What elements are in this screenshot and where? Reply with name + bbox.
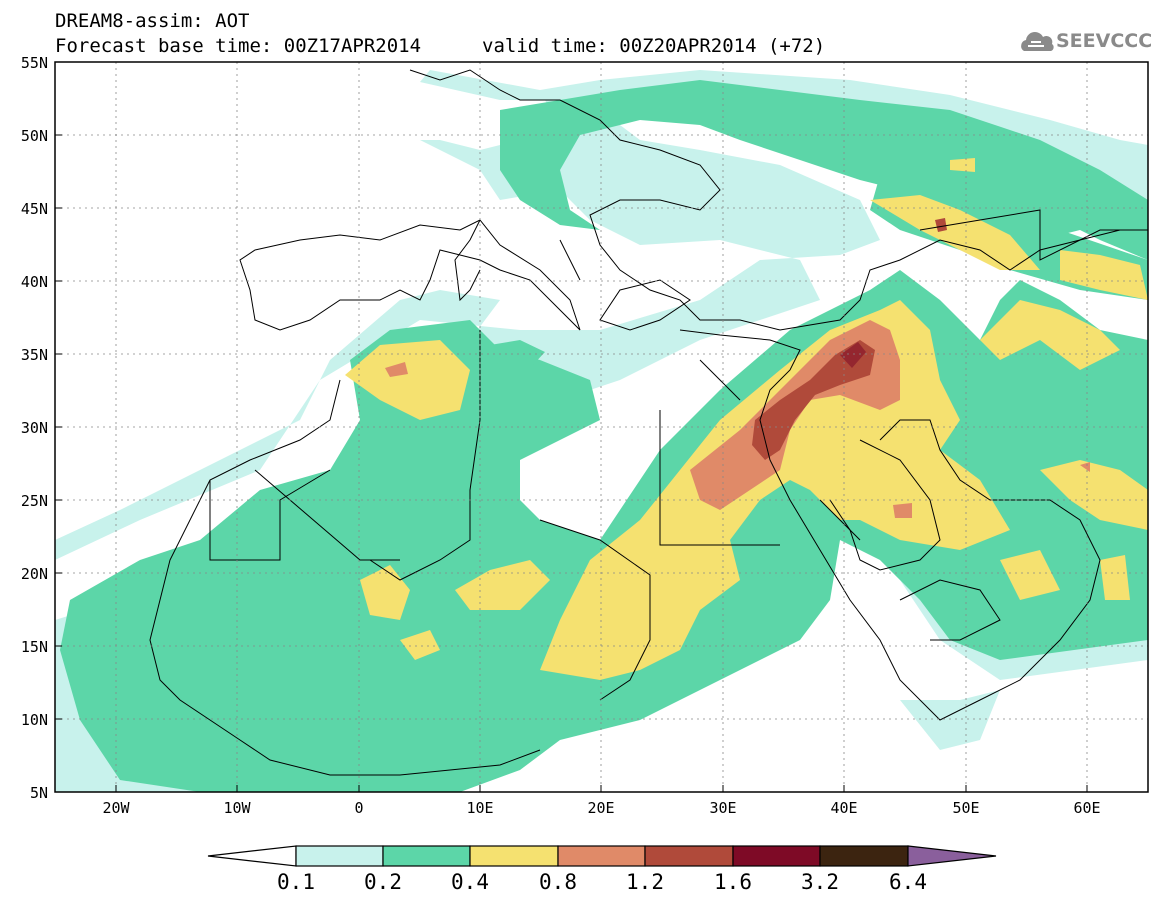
colorbar-bin-0	[295, 845, 384, 867]
lat-label-50n: 50N	[20, 127, 48, 145]
colorbar-bin-4	[644, 845, 734, 867]
colorbar-label-0.8: 0.8	[539, 870, 577, 894]
lon-label-50e: 50E	[952, 799, 980, 817]
colorbar-low-arrow	[207, 845, 297, 867]
colorbar-label-1.6: 1.6	[714, 870, 752, 894]
lat-label-10n: 10N	[20, 711, 48, 729]
cloud-logo-icon	[1021, 32, 1054, 51]
forecast-base-time: Forecast base time: 00Z17APR2014	[55, 35, 422, 57]
lat-label-20n: 20N	[20, 565, 48, 583]
colorbar-bin-3	[557, 845, 646, 867]
axis-ticks	[55, 61, 1088, 792]
lat-label-30n: 30N	[20, 419, 48, 437]
colorbar-bin-2	[469, 845, 559, 867]
coastlines-borders	[149, 69, 1148, 776]
lat-label-15n: 15N	[20, 638, 48, 656]
lon-label-40e: 40E	[830, 799, 858, 817]
colorbar-label-0.2: 0.2	[364, 870, 402, 894]
lat-label-35n: 35N	[20, 346, 48, 364]
lon-label-20e: 20E	[587, 799, 615, 817]
colorbar-label-0.1: 0.1	[277, 870, 315, 894]
lat-label-55n: 55N	[20, 54, 48, 72]
seevccc-logo-text: SEEVCCC	[1056, 30, 1153, 52]
lon-label-60e: 60E	[1073, 799, 1101, 817]
lon-label-20w: 20W	[102, 799, 130, 817]
colorbar-label-1.2: 1.2	[626, 870, 664, 894]
colorbar-bin-1	[382, 845, 471, 867]
colorbar-label-0.4: 0.4	[451, 870, 489, 894]
valid-time: valid time: 00Z20APR2014 (+72)	[482, 35, 826, 57]
lon-label-30e: 30E	[709, 799, 737, 817]
lon-label-10e: 10E	[466, 799, 494, 817]
lon-label-0: 0	[354, 799, 364, 817]
graticule	[55, 62, 1148, 792]
lon-label-10w: 10W	[223, 799, 251, 817]
colorbar-bin-6	[819, 845, 909, 867]
colorbar-label-3.2: 3.2	[801, 870, 839, 894]
colorbar-label-6.4: 6.4	[889, 870, 927, 894]
lat-label-45n: 45N	[20, 200, 48, 218]
lat-label-5n: 5N	[29, 784, 48, 802]
lat-label-25n: 25N	[20, 492, 48, 510]
colorbar-bin-5	[732, 845, 821, 867]
map-title: DREAM8-assim: AOT	[55, 10, 250, 32]
aot-level-1.6	[840, 342, 866, 368]
colorbar	[207, 845, 997, 867]
colorbar-high-arrow	[907, 845, 997, 867]
lat-label-40n: 40N	[20, 273, 48, 291]
